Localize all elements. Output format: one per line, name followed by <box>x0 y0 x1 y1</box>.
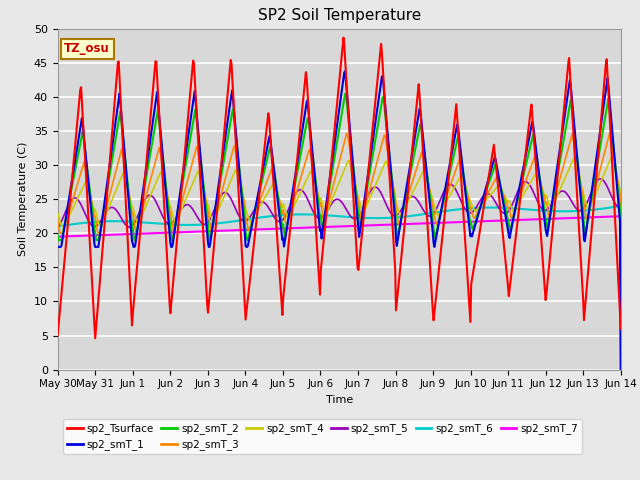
Legend: sp2_Tsurface, sp2_smT_1, sp2_smT_2, sp2_smT_3, sp2_smT_4, sp2_smT_5, sp2_smT_6, : sp2_Tsurface, sp2_smT_1, sp2_smT_2, sp2_… <box>63 419 582 455</box>
X-axis label: Time: Time <box>326 395 353 405</box>
Y-axis label: Soil Temperature (C): Soil Temperature (C) <box>18 142 28 256</box>
Text: TZ_osu: TZ_osu <box>65 42 110 55</box>
Title: SP2 Soil Temperature: SP2 Soil Temperature <box>257 9 421 24</box>
